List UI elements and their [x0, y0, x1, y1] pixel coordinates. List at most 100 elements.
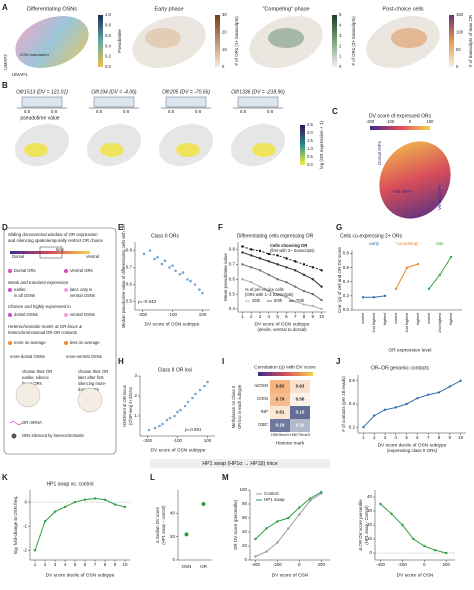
dist-box — [237, 96, 279, 108]
annotation: ρ=0.891 — [185, 427, 202, 432]
heat-cell — [290, 419, 310, 432]
point — [311, 266, 314, 269]
y-tick-label: 0.5 — [229, 291, 236, 296]
d-text: and silencing spatiotemporally restrict … — [8, 238, 103, 243]
point — [373, 414, 376, 417]
umap-expr — [176, 143, 200, 157]
y-tick-label: 0.6 — [349, 378, 356, 383]
y-tick-label: 0.6 — [343, 265, 350, 270]
x-tick-label: -200 — [273, 562, 283, 567]
colorbar-label: log (OR expression + 1) — [319, 121, 324, 169]
point — [173, 414, 176, 418]
legend-dot — [8, 313, 12, 317]
point — [147, 428, 151, 432]
y-tick-label: 3 — [134, 373, 137, 378]
d-text: choose their OR — [78, 369, 108, 374]
axis-label: pseudotime value — [20, 115, 59, 121]
point — [179, 408, 182, 412]
panel-letter: D — [2, 223, 8, 232]
cell-label: 0.15 — [296, 410, 305, 415]
x-tick-label: 4 — [395, 435, 398, 440]
point — [302, 303, 306, 306]
point — [416, 262, 420, 266]
x-tick-label: 1 — [34, 562, 37, 567]
x-tick-label: 8 — [438, 435, 441, 440]
panel-title: OR–OR genomic contacts — [371, 365, 430, 371]
x-tick-label: 2 — [250, 314, 253, 319]
point — [276, 254, 279, 257]
point — [449, 255, 453, 259]
point — [184, 532, 189, 537]
point — [361, 296, 365, 299]
x-tick-label: 8 — [104, 562, 107, 567]
panel-letter: K — [2, 473, 8, 482]
cell-label: 0.63 — [296, 384, 305, 389]
point — [285, 257, 288, 260]
point — [267, 289, 270, 293]
x-tick-label: -400 — [376, 562, 386, 567]
point — [241, 245, 244, 248]
d-text: silencing more- — [78, 381, 107, 386]
x-tick-label: 0.8 — [195, 109, 202, 114]
cell-label: 0.61 — [276, 410, 285, 415]
cell-label: 0.33 — [296, 423, 305, 428]
series-line — [428, 256, 452, 290]
legend: (first with 3+ transcripts) — [270, 248, 315, 253]
panel-letter: J — [336, 357, 340, 366]
banner-bg — [150, 459, 330, 468]
point — [178, 273, 182, 276]
row-label: iOSN — [257, 396, 268, 401]
x-tick-label: 200 — [442, 562, 450, 567]
colorbar-tick: 50 — [456, 47, 461, 52]
axis-label: DV score of OSN subtype — [255, 321, 310, 327]
panel-letter: C — [332, 107, 338, 116]
x-tick-label: -200 — [398, 562, 408, 567]
x-tick-label: 1 — [241, 314, 244, 319]
y-tick-label: 0.7 — [229, 262, 236, 267]
point — [176, 410, 179, 414]
panel-title: Differentiating cells expressing OR — [237, 233, 314, 239]
point — [191, 396, 194, 400]
axis-label: Mean pseudotime value — [223, 253, 228, 301]
point — [258, 249, 262, 253]
d-text: later after first — [78, 375, 104, 380]
umap-highlight — [145, 28, 181, 48]
d-text: Dorsal — [12, 254, 24, 259]
point — [427, 393, 430, 396]
d-text: Weak and transient expression — [8, 280, 69, 285]
series-line — [363, 380, 461, 428]
panel-letter: M — [222, 473, 229, 482]
colorbar-tick: -200 — [366, 119, 375, 124]
point — [241, 263, 244, 266]
y-tick-label: 40 — [170, 511, 176, 516]
x-tick-label: 200 — [317, 562, 325, 567]
point — [276, 263, 279, 266]
d-text: Sliding dorsoventral window of OR expres… — [8, 232, 98, 237]
x-tick-label: 5 — [405, 435, 408, 440]
colorbar-label: Pseudotime — [117, 29, 122, 53]
axis-label: Histone mark — [276, 440, 305, 446]
x-tick-label: -100 — [173, 438, 183, 443]
panel-letter: I — [222, 357, 224, 366]
legend-dot — [64, 341, 68, 345]
axis-label: Median pseudotime value of differentiati… — [121, 224, 126, 328]
x-tick-label: 0.8 — [123, 109, 130, 114]
legend-dot — [64, 288, 68, 292]
point — [362, 426, 365, 429]
x-tick-label: 100 — [204, 438, 212, 443]
colorbar-tick: -100 — [386, 119, 395, 124]
col-label: H3K79me3 — [290, 432, 311, 437]
colorbar-tick: 3 — [339, 33, 342, 38]
colorbar-tick: 0 — [222, 64, 225, 69]
y-tick-label: -1 — [23, 523, 27, 528]
col-label: H3K9me3 — [271, 432, 290, 437]
d-text: more on average — [14, 340, 46, 345]
legend: 25th — [252, 298, 261, 303]
panel-letter: F — [218, 223, 223, 232]
x-tick-label: -100 — [168, 312, 178, 317]
colorbar — [258, 372, 313, 376]
x-tick-label: 0 — [423, 562, 426, 567]
mrna-icon — [9, 421, 23, 425]
colorbar — [98, 15, 103, 67]
colorbar-tick: 0.8 — [105, 23, 111, 28]
